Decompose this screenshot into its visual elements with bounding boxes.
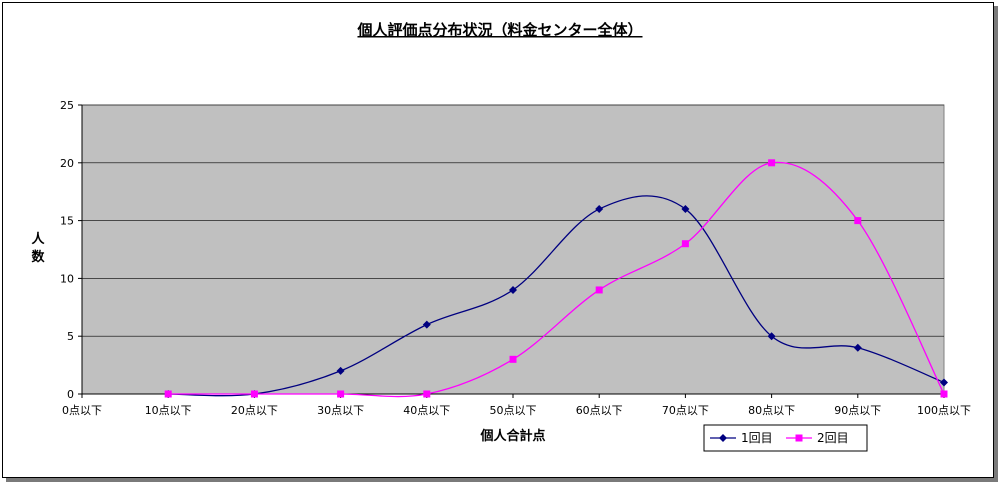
y-tick-label: 20 [60,157,74,170]
x-axis-label: 個人合計点 [479,428,545,444]
data-point [681,240,689,248]
data-point [681,205,690,214]
data-point [164,390,172,398]
y-tick-label: 10 [60,272,74,285]
y-tick-label: 25 [60,99,74,112]
data-point [853,343,862,352]
x-tick-label: 60点以下 [576,404,623,417]
data-point [423,390,431,398]
legend-marker [795,434,803,442]
y-axis-ticks: 0 5 10 15 20 25 [60,99,83,401]
gridlines [82,104,944,337]
data-point [940,390,948,398]
series-layer [164,159,948,398]
data-point [768,159,776,167]
x-tick-label: 0点以下 [62,404,102,417]
y-tick-label: 15 [60,215,74,228]
y-axis-label: 人数 [31,231,45,265]
series-line [168,195,945,397]
data-point [250,390,258,398]
x-tick-label: 30点以下 [317,404,364,417]
data-point [595,205,604,214]
y-axis-label-char: 数 [31,249,45,265]
series-line [168,161,945,398]
data-point [940,378,948,387]
data-point [336,366,345,375]
legend-label: 2回目 [817,431,849,445]
data-point [509,285,517,294]
legend: 1回目 2回目 [703,424,868,452]
x-tick-label: 20点以下 [231,404,278,417]
x-tick-label: 80点以下 [748,404,795,417]
data-point [422,320,431,329]
x-axis-ticks: 0点以下 10点以下 20点以下 30点以下 40点以下 50点以下 60点以下 70点以下 8… [62,393,971,417]
chart-title: 個人評価点分布状況（料金センター全体） [356,21,642,39]
series-2 [164,159,948,398]
x-tick-label: 100点以下 [917,404,971,417]
x-tick-label: 70点以下 [662,404,709,417]
x-tick-label: 10点以下 [145,404,192,417]
legend-label: 1回目 [741,431,773,445]
data-point [854,217,862,225]
data-point [337,390,345,398]
data-point [767,332,776,341]
x-tick-label: 50点以下 [490,404,537,417]
x-tick-label: 90点以下 [834,404,881,417]
y-tick-label: 5 [67,330,74,343]
legend-marker [719,434,727,442]
y-tick-label: 0 [67,388,74,401]
x-tick-label: 40点以下 [403,404,450,417]
y-axis-label-char: 人 [31,231,45,247]
plot-area [81,104,945,395]
data-point [595,286,603,294]
data-point [509,355,517,363]
